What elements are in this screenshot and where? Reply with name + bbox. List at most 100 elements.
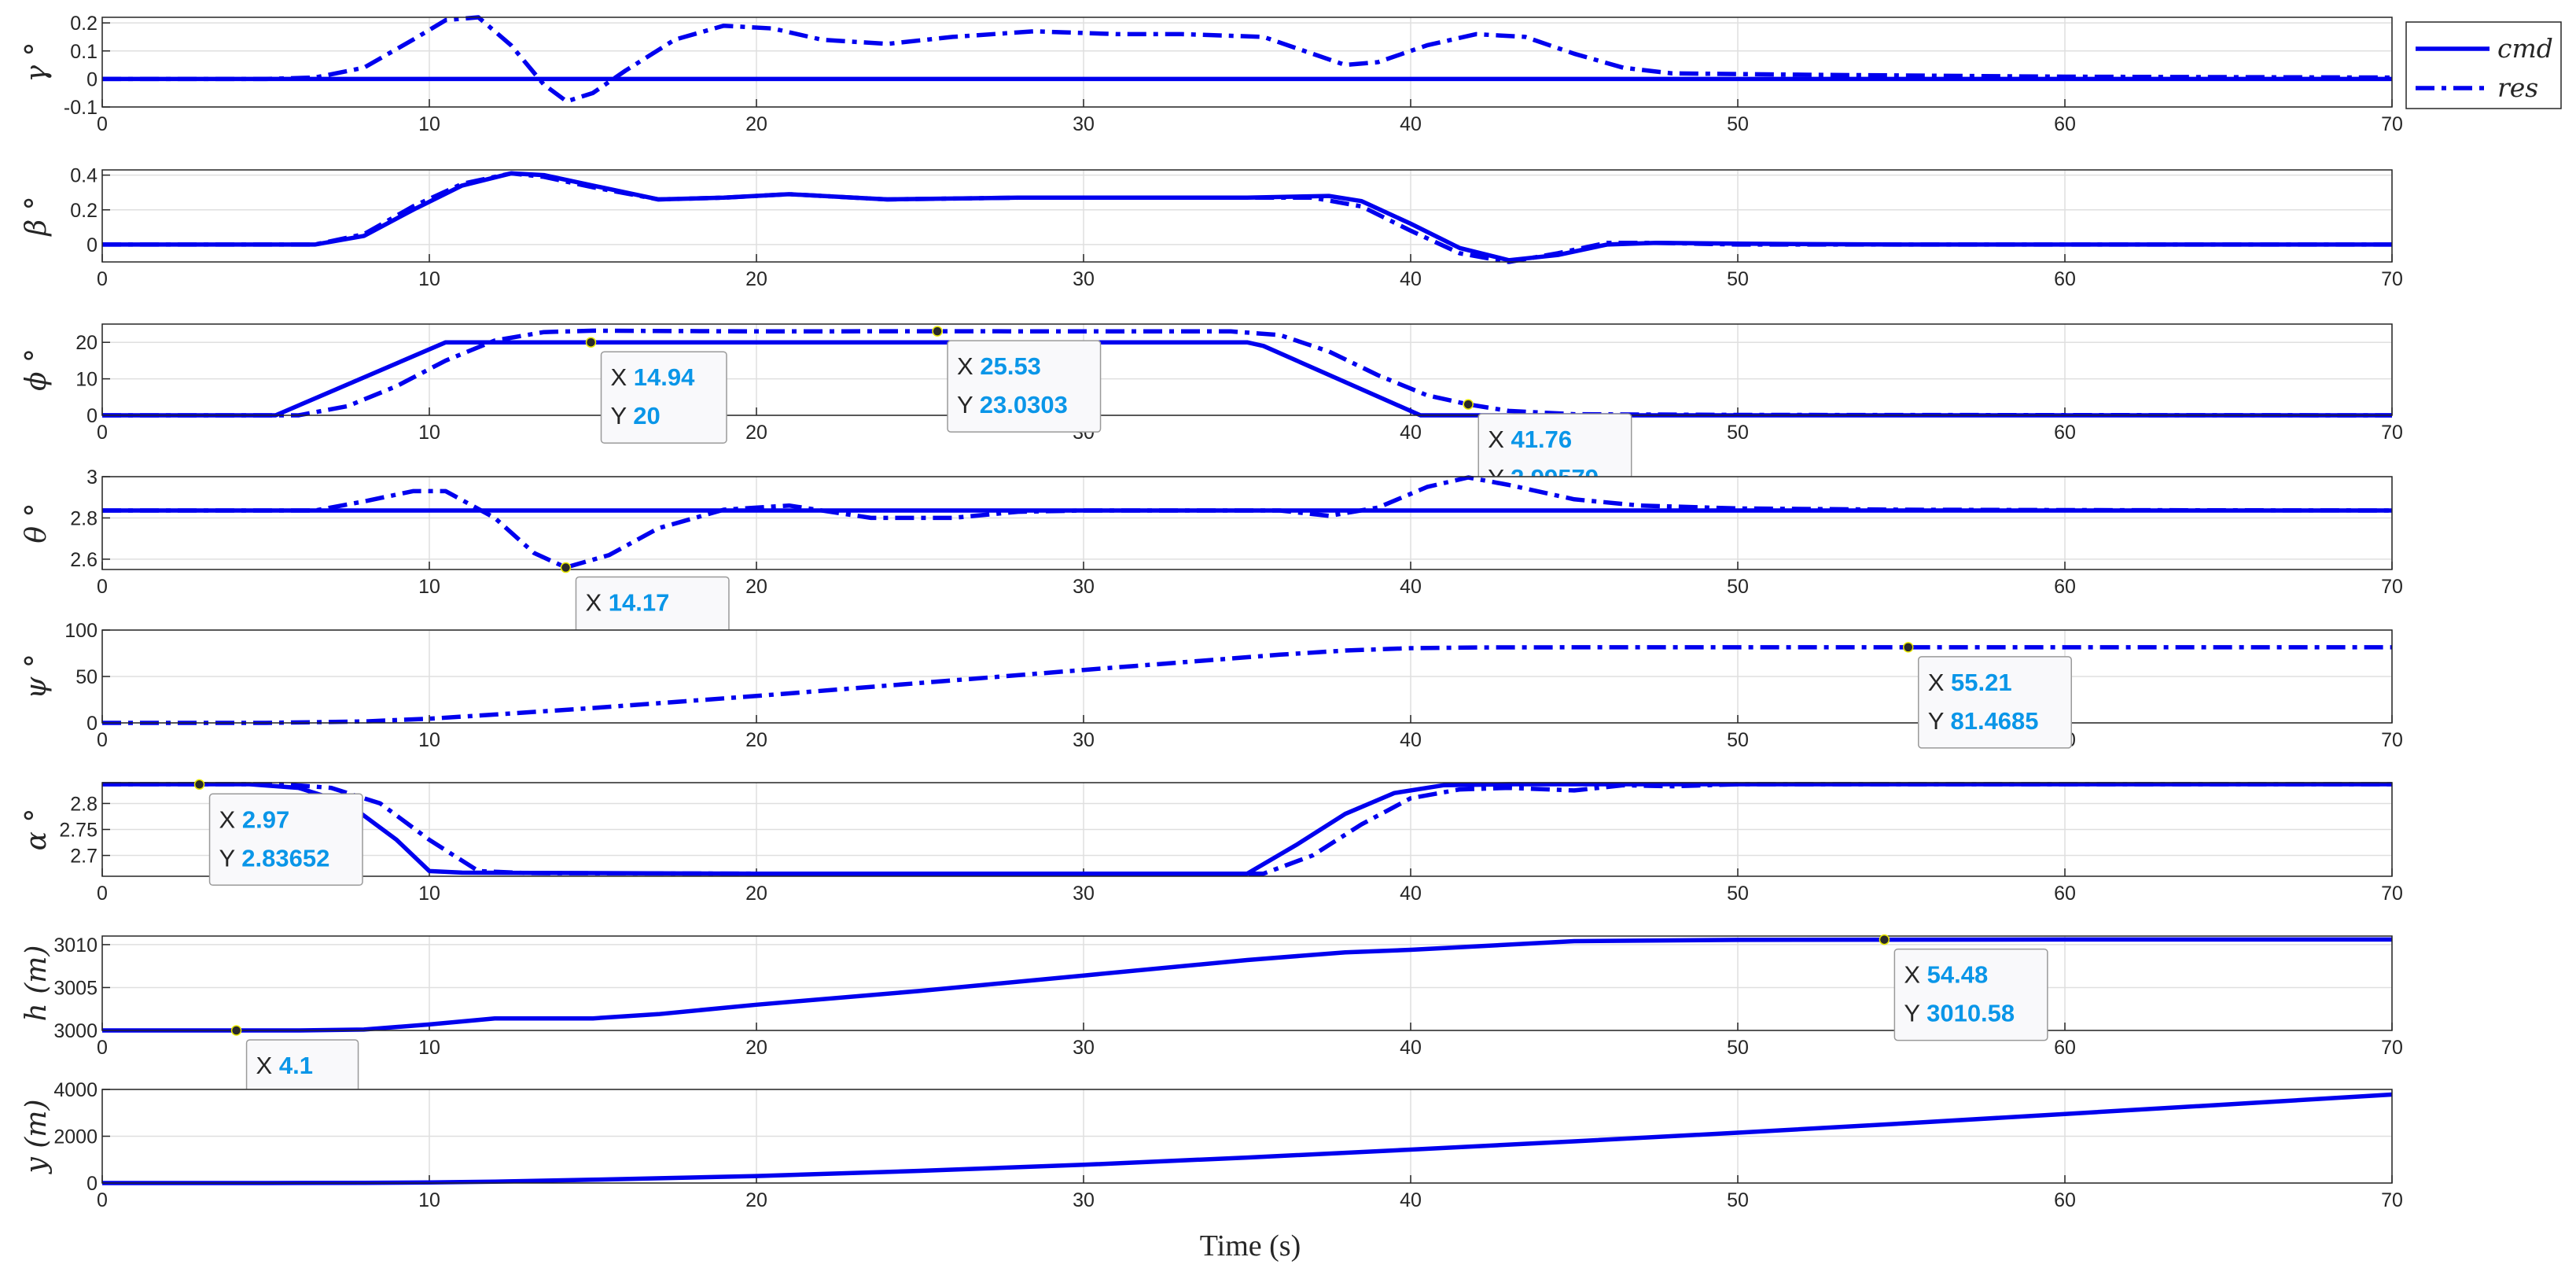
datatip-y: Y 23.0303 (957, 391, 1068, 418)
datatip-x: X 14.94 (611, 363, 696, 391)
x-tick-label: 10 (418, 883, 440, 905)
x-tick-label: 20 (745, 883, 767, 905)
y-tick-label: 2.7 (70, 846, 98, 868)
series-line-res (102, 782, 2392, 876)
x-tick-label: 20 (745, 113, 767, 135)
x-tick-label: 50 (1727, 1037, 1749, 1059)
datatip-marker[interactable] (932, 326, 943, 337)
x-tick-label: 20 (745, 729, 767, 751)
datatip-y: Y 3010.58 (1904, 1000, 2015, 1027)
axes-box (101, 782, 2393, 877)
series-line-cmd (102, 937, 2392, 1033)
x-tick-label: 70 (2381, 113, 2403, 135)
x-tick-label: 40 (1400, 113, 1422, 135)
x-tick-label: 40 (1400, 576, 1422, 598)
datatip[interactable]: X 54.48 Y 3010.58 (1879, 934, 2048, 1041)
y-tick-label: 100 (64, 620, 98, 642)
datatip-marker[interactable] (1463, 399, 1474, 410)
x-tick-label: 60 (2054, 1037, 2076, 1059)
x-tick-label: 50 (1727, 1189, 1749, 1211)
y-tick-label: 0 (86, 405, 98, 427)
y-axis-label: y (m) (20, 1099, 53, 1174)
y-tick-label: 3005 (53, 977, 98, 999)
x-tick-label: 70 (2381, 729, 2403, 751)
y-tick-label: 0.4 (70, 165, 98, 187)
datatip[interactable]: X 2.97 Y 2.83652 (193, 779, 363, 886)
x-tick-label: 10 (418, 113, 440, 135)
axes-box (101, 935, 2393, 1031)
y-tick-label: 10 (75, 369, 98, 391)
datatip-marker[interactable] (193, 779, 205, 791)
x-tick-label: 0 (97, 1037, 108, 1059)
datatip-marker[interactable] (1879, 934, 1890, 945)
x-tick-label: 30 (1073, 268, 1095, 290)
x-tick-label: 30 (1073, 1189, 1095, 1211)
x-tick-label: 60 (2054, 1189, 2076, 1211)
y-tick-label: 4000 (53, 1079, 98, 1101)
axes-background (102, 170, 2392, 262)
datatip-marker[interactable] (585, 337, 597, 348)
x-tick-label: 20 (745, 576, 767, 598)
datatip[interactable]: X 25.53 Y 23.0303 (932, 326, 1102, 433)
y-tick-label: 2.8 (70, 793, 98, 815)
x-tick-label: 0 (97, 883, 108, 905)
x-tick-label: 30 (1073, 576, 1095, 598)
subplot-1: 0 10 20 30 40 50 60 70-0.100.10.2γ ° (20, 13, 2403, 135)
y-tick-label: 2.6 (70, 549, 98, 571)
x-tick-label: 20 (745, 422, 767, 444)
datatip-y: Y 20 (611, 402, 661, 429)
axes-box (101, 169, 2393, 263)
x-tick-label: 70 (2381, 1189, 2403, 1211)
datatip[interactable]: X 55.21 Y 81.4685 (1902, 642, 2072, 749)
y-axis-label: γ ° (20, 42, 53, 83)
x-tick-label: 30 (1073, 113, 1095, 135)
subplot-2: 0 10 20 30 40 50 60 70 0 0.2 0.4 β ° (20, 165, 2403, 290)
y-tick-label: 50 (75, 666, 98, 688)
y-tick-label: 0 (86, 234, 98, 256)
y-tick-label: 0 (86, 68, 98, 90)
x-tick-label: 50 (1727, 883, 1749, 905)
datatip-x: X 55.21 (1928, 669, 2012, 696)
datatip-box (1893, 948, 2048, 1041)
y-tick-label: 0.2 (70, 13, 98, 35)
x-tick-label: 70 (2381, 1037, 2403, 1059)
x-tick-label: 60 (2054, 883, 2076, 905)
axes-background (102, 324, 2392, 415)
axes-box (101, 476, 2393, 570)
datatip-box (208, 793, 363, 886)
x-tick-label: 30 (1073, 883, 1095, 905)
x-tick-label: 10 (418, 422, 440, 444)
subplot-5: 010203040506070050100ψ °X 55.21Y 81.4685 (20, 620, 2403, 751)
datatip-box (600, 351, 727, 444)
x-tick-label: 70 (2381, 883, 2403, 905)
axes-box (101, 1089, 2393, 1184)
y-axis-label: θ ° (20, 503, 53, 543)
datatip[interactable]: X 14.94 Y 20 (585, 337, 727, 444)
x-tick-label: 0 (97, 729, 108, 751)
series-line-res (102, 171, 2392, 264)
y-tick-label: 0.2 (70, 200, 98, 222)
x-tick-label: 70 (2381, 268, 2403, 290)
y-axis-label: β ° (20, 196, 53, 237)
x-tick-label: 30 (1073, 729, 1095, 751)
datatip-marker[interactable] (560, 562, 572, 573)
x-tick-label: 0 (97, 576, 108, 598)
datatip-marker[interactable] (1902, 642, 1914, 653)
datatip-x: X 14.17 (585, 589, 669, 617)
legend-label-cmd: cmd (2497, 33, 2553, 64)
datatip-y: Y 2.83652 (219, 844, 330, 872)
y-tick-label: 20 (75, 332, 98, 354)
axes-background (102, 477, 2392, 569)
x-tick-label: 10 (418, 1189, 440, 1211)
series-line-res (102, 328, 2393, 418)
datatip-marker[interactable] (230, 1025, 242, 1036)
datatip-x: X 25.53 (957, 352, 1041, 380)
x-tick-label: 10 (418, 268, 440, 290)
x-tick-label: 0 (97, 422, 108, 444)
y-tick-label: -0.1 (64, 97, 98, 119)
